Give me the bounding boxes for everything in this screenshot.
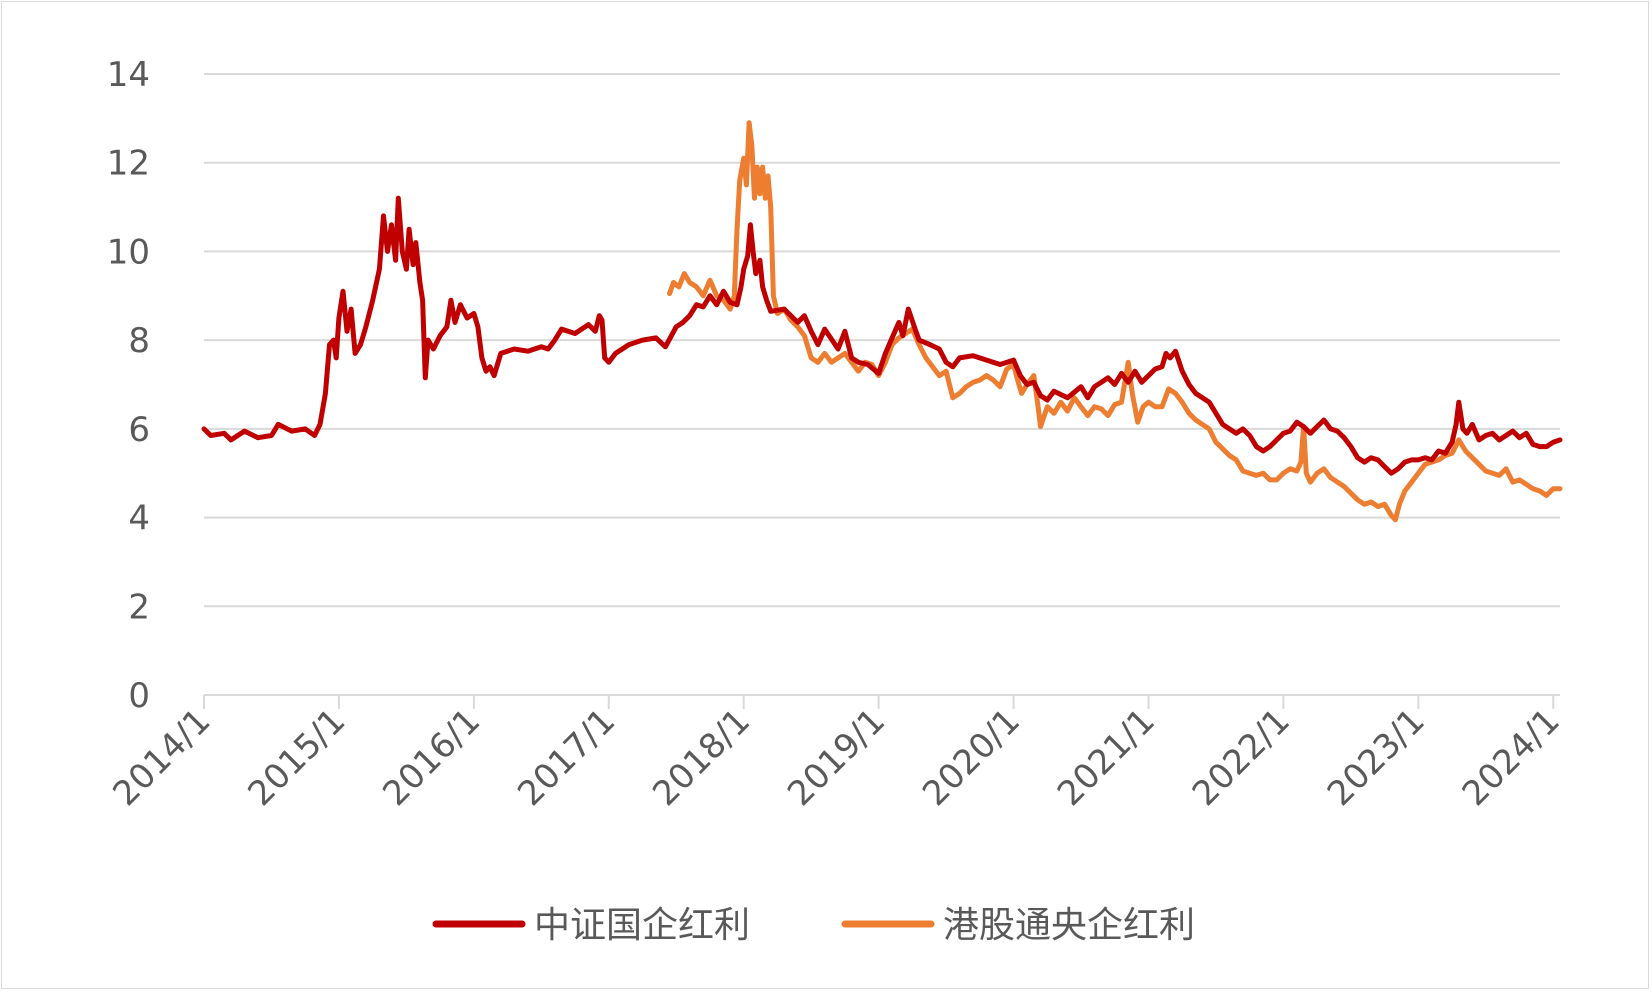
x-tick-label: 2022/1 [1185, 701, 1298, 814]
x-tick-label: 2019/1 [780, 701, 893, 814]
legend: 中证国企红利 港股通央企红利 [432, 905, 1195, 946]
x-tick-label: 2017/1 [510, 701, 623, 814]
x-axis: 2014/1 2015/1 2016/1 2017/1 2018/1 2019/1 2020… [105, 694, 1568, 814]
y-tick-label: 6 [128, 410, 150, 450]
y-tick-label: 4 [128, 499, 150, 539]
x-tick-label: 2020/1 [915, 701, 1028, 814]
x-tick-label: 2024/1 [1455, 701, 1568, 814]
x-tick-label: 2018/1 [645, 701, 758, 814]
series-lines [201, 120, 1563, 523]
x-tick-label: 2014/1 [105, 701, 218, 814]
legend-label-1: 港股通央企红利 [943, 905, 1195, 946]
y-tick-label: 8 [128, 321, 150, 361]
series-line-0 [201, 195, 1563, 476]
grid-lines [204, 73, 1560, 608]
y-tick-label: 0 [128, 676, 150, 716]
x-tick-label: 2021/1 [1050, 701, 1163, 814]
y-tick-label: 10 [107, 232, 150, 272]
x-tick-label: 2016/1 [375, 701, 488, 814]
y-tick-label: 14 [107, 55, 150, 95]
y-axis: 0 2 4 6 8 10 12 14 [107, 55, 150, 716]
legend-label-0: 中证国企红利 [534, 905, 750, 946]
x-tick-label: 2015/1 [240, 701, 353, 814]
y-tick-label: 12 [107, 144, 150, 184]
series-line-1 [667, 120, 1563, 523]
x-tick-label: 2023/1 [1320, 701, 1433, 814]
y-tick-label: 2 [128, 587, 150, 627]
